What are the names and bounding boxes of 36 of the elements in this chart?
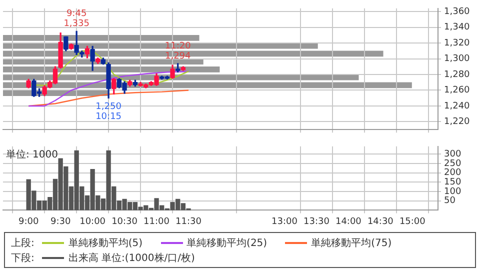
x-tick-label: 10:30 (112, 216, 138, 227)
y-tick-label: 50 (444, 196, 456, 206)
annotation: 単位: 1000 (6, 148, 58, 160)
y-tick-label: 150 (444, 178, 462, 188)
x-tick-label: 14:00 (335, 216, 362, 227)
y-tick-label: 1,280 (444, 70, 470, 80)
x-tick-label: 13:00 (272, 216, 298, 227)
y-tick-label: 1,320 (444, 38, 470, 48)
y-tick-label: 1,360 (444, 6, 470, 17)
legend-label: 単純移動平均(25) (186, 236, 268, 250)
legend-label: 出来高 単位:(1000株/口/枚) (68, 252, 195, 264)
legend-label: 単純移動平均(5) (68, 236, 143, 250)
y-tick-label: 100 (444, 186, 462, 197)
y-tick-label: 250 (444, 158, 462, 169)
x-tick-label: 10:00 (80, 216, 106, 227)
x-tick-label: 15:00 (399, 216, 426, 227)
annotation: 9:45 1,335 (64, 9, 90, 30)
y-tick-label: 300 (444, 150, 462, 160)
annotation: 11:20 1,294 (164, 41, 192, 62)
x-tick-label: 13:30 (303, 216, 330, 227)
legend-title: 下段: (11, 252, 34, 264)
x-tick-label: 11:00 (144, 216, 170, 227)
x-tick-label: 14:30 (367, 216, 394, 227)
y-tick-label: 1,340 (444, 22, 470, 33)
y-tick-label: 1,240 (444, 101, 470, 112)
x-tick-label: 9:30 (50, 216, 71, 227)
x-tick-label: 11:30 (176, 216, 202, 227)
y-tick-label: 1,220 (444, 117, 470, 128)
y-tick-label: 200 (444, 168, 462, 178)
y-tick-label: 1,260 (444, 86, 470, 96)
annotation: 1,250 10:15 (96, 102, 122, 122)
y-tick-label: 1,300 (444, 54, 470, 64)
bar (3, 34, 200, 41)
legend-label: 単純移動平均(75) (311, 236, 392, 250)
legend-title: 上段: (11, 236, 34, 250)
x-tick-label: 9:00 (18, 216, 39, 227)
